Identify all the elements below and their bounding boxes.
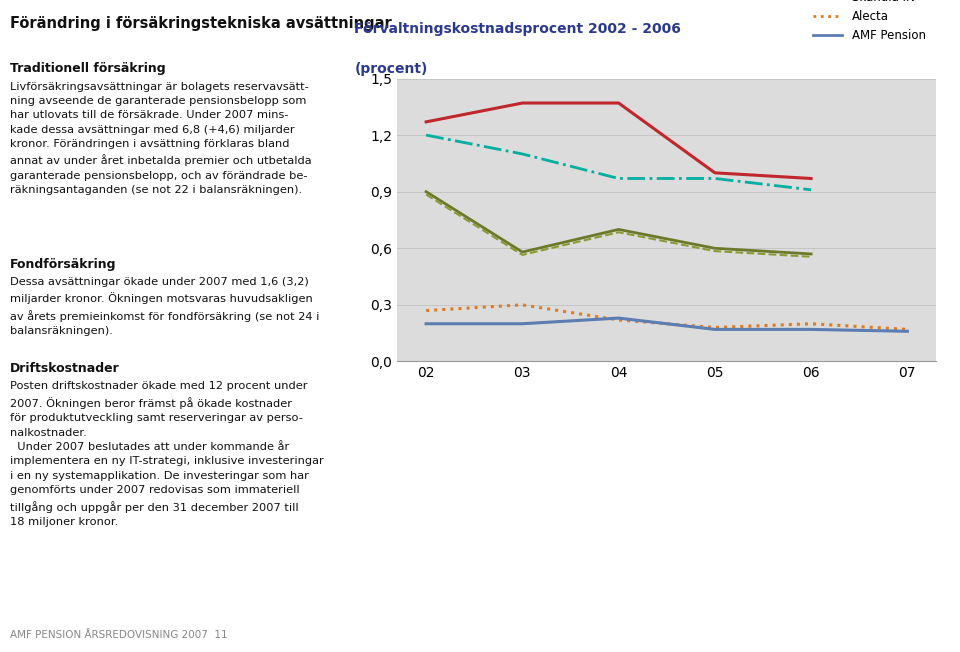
Text: Posten driftskostnader ökade med 12 procent under
2007. Ökningen beror främst på: Posten driftskostnader ökade med 12 proc… — [11, 381, 324, 527]
Legend: Folksam liv, LF liv, Skandia liv, Alecta, AMF Pension: Folksam liv, LF liv, Skandia liv, Alecta… — [808, 0, 930, 47]
Text: (procent): (procent) — [354, 63, 428, 76]
Text: Dessa avsättningar ökade under 2007 med 1,6 (3,2)
miljarder kronor. Ökningen mot: Dessa avsättningar ökade under 2007 med … — [11, 277, 320, 336]
Text: Traditionell försäkring: Traditionell försäkring — [11, 62, 166, 75]
Text: Fondförsäkring: Fondförsäkring — [11, 258, 117, 271]
Text: Driftskostnader: Driftskostnader — [11, 362, 120, 375]
Text: Förändring i försäkringstekniska avsättningar: Förändring i försäkringstekniska avsättn… — [11, 16, 392, 31]
Text: Förvaltningskostnadsprocent 2002 - 2006: Förvaltningskostnadsprocent 2002 - 2006 — [354, 22, 682, 36]
Text: Livförsäkringsavsättningar är bolagets reservavsätt-
ning avseende de garanterad: Livförsäkringsavsättningar är bolagets r… — [11, 82, 312, 195]
Text: AMF PENSION ÅRSREDOVISNING 2007  11: AMF PENSION ÅRSREDOVISNING 2007 11 — [11, 630, 228, 640]
